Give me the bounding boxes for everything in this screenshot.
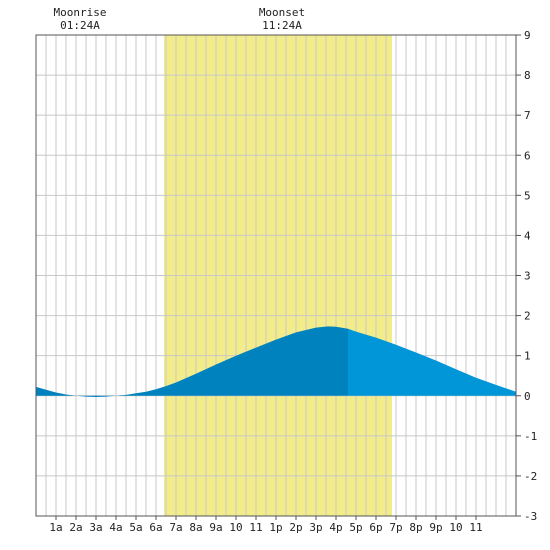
x-tick-label: 1a [49, 521, 62, 534]
x-axis-ticks: 1a 2a 3a 4a 5a 6a 7a 8a 9a 10 11 1p 2p 3p 4p 5p 6p 7p 8p 9p… [49, 516, 483, 534]
x-tick-label: 3a [89, 521, 102, 534]
y-tick-label: 1 [524, 350, 531, 363]
x-tick-label: 9a [209, 521, 222, 534]
y-tick-label: 7 [524, 109, 531, 122]
x-tick-label: 2a [69, 521, 82, 534]
y-tick-label: 3 [524, 270, 531, 283]
y-tick-label: 0 [524, 390, 531, 403]
x-tick-label: 9p [429, 521, 442, 534]
x-tick-label: 10 [449, 521, 462, 534]
annotation-time: 11:24A [262, 19, 302, 32]
x-tick-label: 11 [469, 521, 482, 534]
x-tick-label: 5a [129, 521, 142, 534]
y-tick-label: -1 [524, 430, 537, 443]
x-tick-label: 4a [109, 521, 122, 534]
y-tick-label: -2 [524, 470, 537, 483]
tide-area-after-high [348, 328, 516, 396]
annotation-label: Moonrise [54, 6, 107, 19]
y-tick-label: 6 [524, 149, 531, 162]
x-tick-label: 4p [329, 521, 342, 534]
y-tick-label: -3 [524, 510, 537, 523]
tide-area-falling-rising [36, 326, 348, 397]
x-tick-label: 3p [309, 521, 322, 534]
annotation-time: 01:24A [60, 19, 100, 32]
y-axis-ticks: -3 -2 -1 0 1 2 3 4 5 6 7 8 9 [516, 29, 537, 523]
x-tick-label: 8a [189, 521, 202, 534]
x-tick-label: 7p [389, 521, 402, 534]
x-tick-label: 2p [289, 521, 302, 534]
x-tick-label: 11 [249, 521, 262, 534]
x-tick-label: 7a [169, 521, 182, 534]
annotation-label: Moonset [259, 6, 305, 19]
y-tick-label: 8 [524, 69, 531, 82]
x-tick-label: 6a [149, 521, 162, 534]
x-tick-label: 1p [269, 521, 282, 534]
x-tick-label: 10 [229, 521, 242, 534]
x-tick-label: 5p [349, 521, 362, 534]
y-tick-label: 4 [524, 229, 531, 242]
y-tick-label: 9 [524, 29, 531, 42]
y-tick-label: 2 [524, 310, 531, 323]
x-tick-label: 8p [409, 521, 422, 534]
grid [35, 34, 517, 517]
y-tick-label: 5 [524, 189, 531, 202]
x-tick-label: 6p [369, 521, 382, 534]
tide-area [36, 326, 516, 397]
